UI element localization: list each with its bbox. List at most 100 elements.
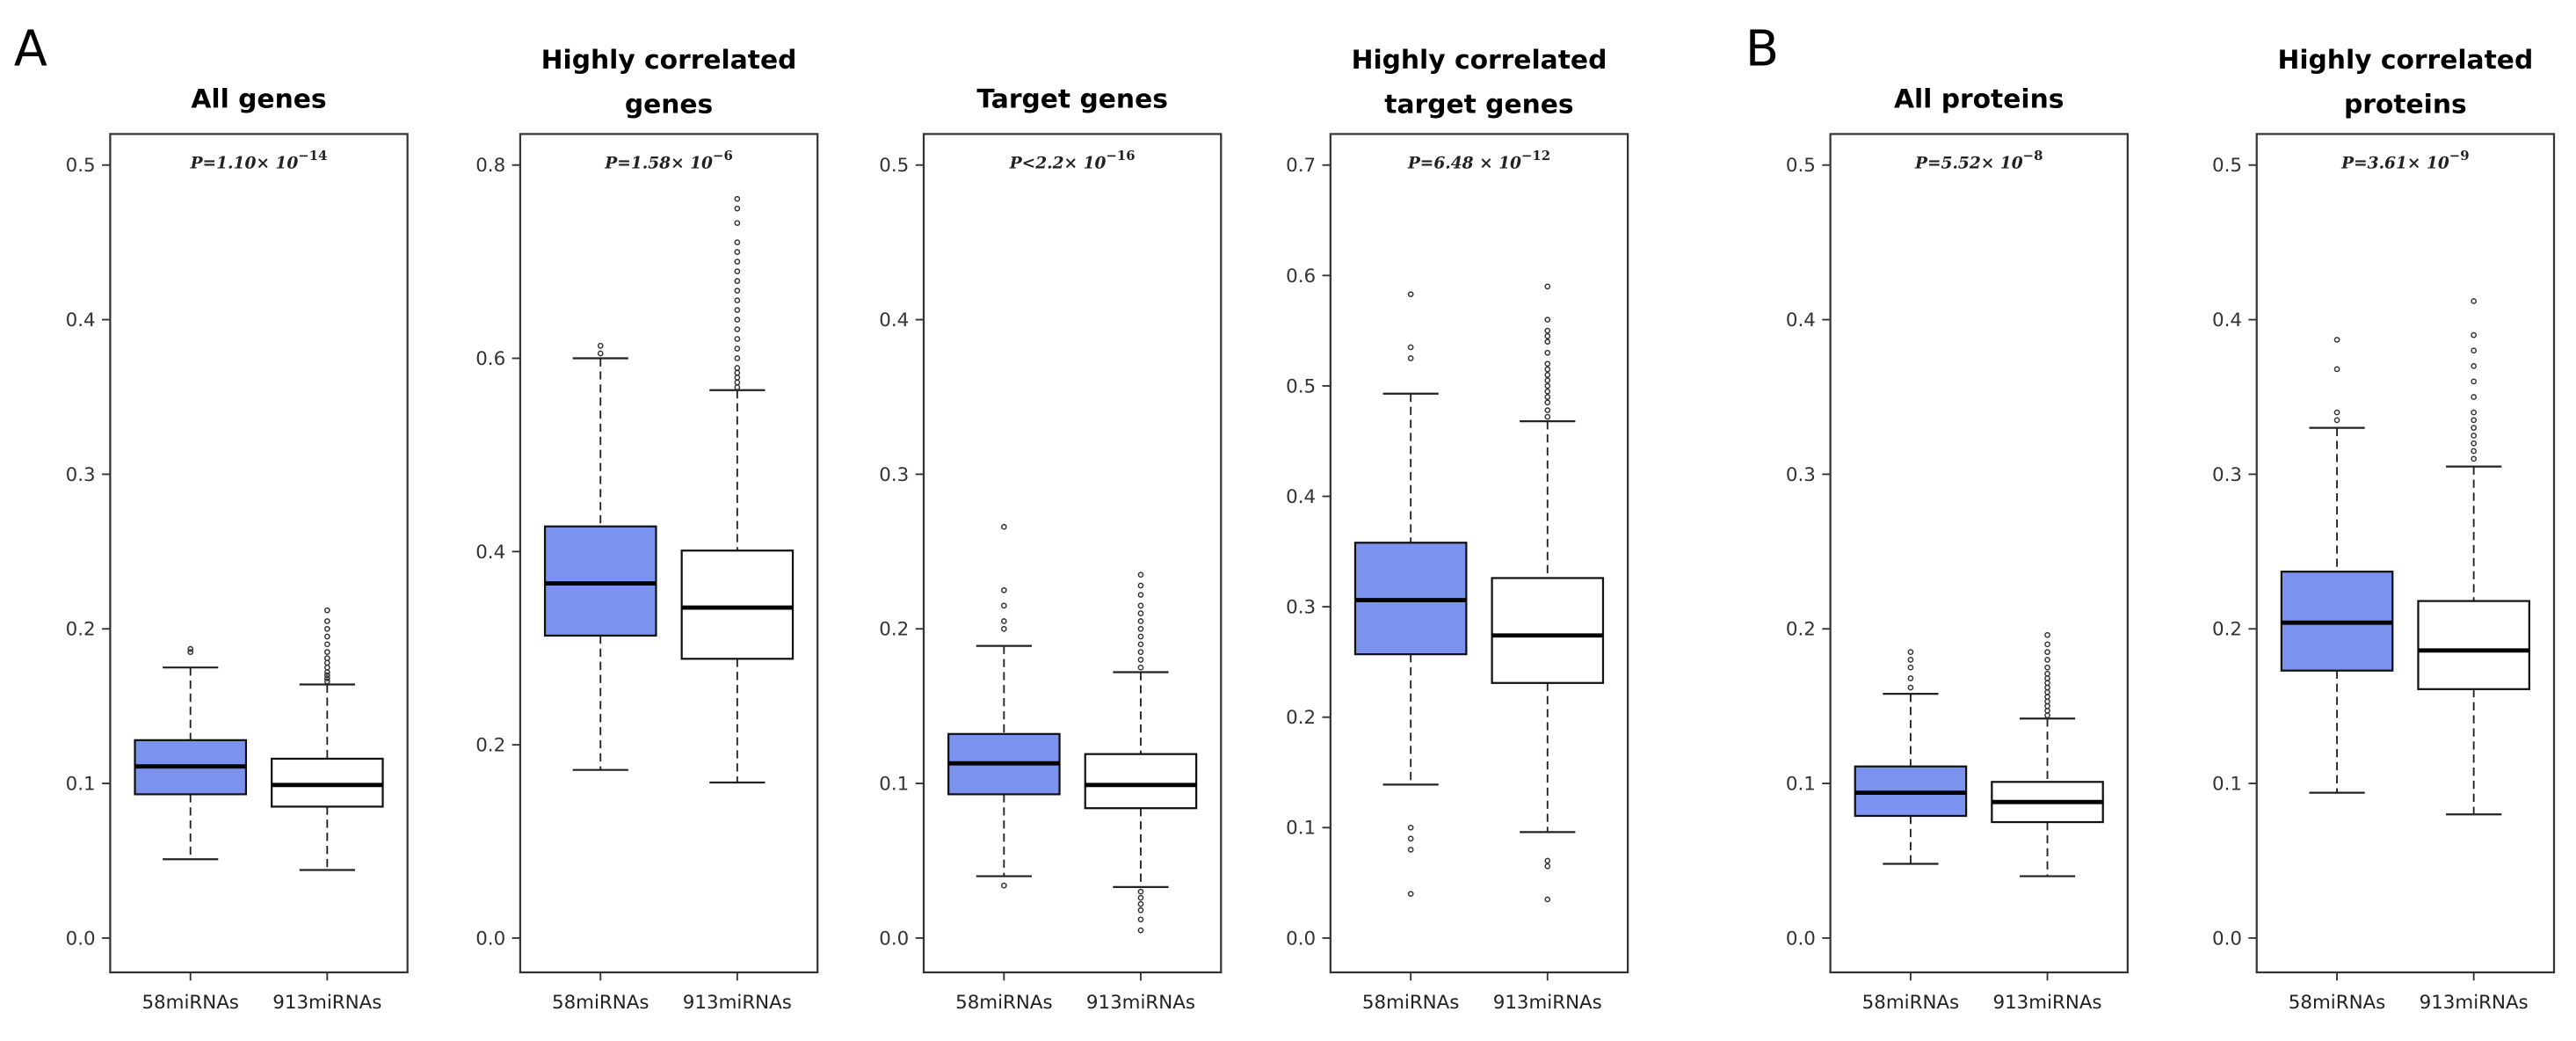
- y-tick-label: 0.5: [66, 155, 96, 177]
- x-tick-label: 58miRNAs: [1362, 992, 1459, 1014]
- outlier-point: [2471, 298, 2478, 304]
- plot-frame: [109, 133, 409, 974]
- panel-title-line1: Highly correlated: [1352, 45, 1607, 76]
- panel-letter-a: A: [14, 20, 47, 77]
- outlier-point: [1407, 355, 1414, 361]
- outlier-point: [597, 342, 604, 349]
- outlier-point: [1544, 372, 1551, 378]
- box-913miRNAs: [1084, 571, 1198, 934]
- p-value-label: P=1.58× 10−6: [604, 148, 732, 172]
- y-tick-label: 0.4: [66, 309, 96, 331]
- x-tick-label: 58miRNAs: [552, 992, 649, 1014]
- p-value-base: P<2.2× 10: [1009, 154, 1107, 172]
- y-tick-label: 0.0: [475, 928, 505, 950]
- outlier-point: [1137, 618, 1144, 624]
- outlier-point: [2044, 680, 2050, 687]
- panel-6: Highly correlated proteins P=3.61× 10−9 0.0…: [2212, 45, 2556, 1014]
- y-tick-label: 0.3: [66, 464, 96, 486]
- outlier-point: [734, 326, 741, 332]
- outlier-point: [1137, 649, 1144, 655]
- x-tick-label: 913miRNAs: [1993, 992, 2102, 1014]
- outlier-point: [2044, 670, 2050, 677]
- box-913miRNAs: [1491, 283, 1605, 903]
- box-913miRNAs: [680, 195, 795, 784]
- box-58miRNAs: [947, 523, 1061, 889]
- outlier-point: [1137, 625, 1144, 632]
- outlier-point: [2333, 417, 2340, 424]
- y-tick-label: 0.2: [475, 735, 505, 757]
- outlier-point: [1137, 888, 1144, 895]
- panel-title: Target genes: [976, 84, 1168, 115]
- panel-2: Highly correlated genes P=1.58× 10−6 0.0 0.2…: [475, 45, 819, 1014]
- outlier-point: [2471, 417, 2478, 424]
- outlier-point: [1907, 684, 1914, 691]
- outlier-point: [734, 375, 741, 381]
- outlier-point: [1907, 657, 1914, 663]
- outlier-point: [2044, 631, 2050, 638]
- outlier-point: [1000, 882, 1007, 889]
- outlier-point: [2044, 694, 2050, 700]
- iqr-box: [543, 525, 657, 637]
- outlier-point: [1000, 523, 1007, 530]
- box-58miRNAs: [134, 645, 248, 861]
- outlier-point: [1137, 900, 1144, 907]
- y-tick-label: 0.4: [2212, 309, 2242, 331]
- outlier-point: [1137, 641, 1144, 648]
- iqr-box: [1084, 753, 1198, 810]
- outlier-point: [1544, 333, 1551, 339]
- outlier-point: [734, 384, 741, 390]
- y-tick-label: 0.1: [879, 774, 909, 796]
- outlier-point: [734, 195, 741, 202]
- outlier-point: [734, 249, 741, 255]
- outlier-point: [2044, 684, 2050, 691]
- y-tick-label: 0.2: [1786, 619, 1816, 641]
- y-tick-label: 0.6: [1286, 266, 1316, 288]
- iqr-box: [2417, 600, 2530, 690]
- p-value-exponent: −12: [1521, 148, 1550, 164]
- box-58miRNAs: [2280, 337, 2394, 794]
- outlier-point: [2044, 712, 2050, 719]
- outlier-point: [1544, 377, 1551, 383]
- y-tick-label: 0.4: [879, 309, 909, 331]
- outlier-point: [323, 618, 330, 624]
- outlier-point: [2471, 425, 2478, 431]
- outlier-point: [734, 369, 741, 376]
- box-58miRNAs: [543, 342, 657, 771]
- panel-4: Highly correlated target genes P=6.48 × 10…: [1286, 45, 1629, 1014]
- outlier-point: [1544, 349, 1551, 356]
- panel-3: Target genes P<2.2× 10−16 0.0 0.1 0.2 0.3 0.4 0…: [879, 84, 1223, 1014]
- p-value-label: P=1.10× 10−14: [190, 148, 328, 172]
- p-value-base: P=6.48 × 10: [1407, 154, 1521, 172]
- outlier-point: [1544, 407, 1551, 413]
- box-913miRNAs: [1991, 631, 2104, 877]
- y-tick-label: 0.1: [66, 774, 96, 796]
- outlier-point: [1907, 664, 1914, 671]
- box-913miRNAs: [271, 607, 384, 871]
- outlier-point: [1907, 675, 1914, 681]
- outlier-point: [1000, 618, 1007, 624]
- outlier-point: [187, 649, 194, 655]
- p-value-exponent: −16: [1106, 148, 1135, 164]
- plot-frame: [2255, 133, 2556, 974]
- plot-frame: [1829, 133, 2129, 974]
- x-tick-label: 58miRNAs: [2289, 992, 2385, 1014]
- outlier-point: [2044, 675, 2050, 681]
- plot-frame: [1329, 133, 1629, 974]
- box-58miRNAs: [1353, 291, 1468, 898]
- outlier-point: [1544, 327, 1551, 334]
- outlier-point: [734, 307, 741, 313]
- outlier-point: [1544, 382, 1551, 389]
- outlier-point: [2044, 698, 2050, 705]
- outlier-point: [323, 641, 330, 648]
- outlier-point: [323, 649, 330, 655]
- outlier-point: [2471, 347, 2478, 354]
- outlier-point: [1407, 847, 1414, 853]
- outlier-point: [734, 355, 741, 361]
- outlier-point: [2044, 708, 2050, 714]
- box-913miRNAs: [2417, 298, 2530, 816]
- outlier-point: [734, 220, 741, 227]
- outlier-point: [597, 350, 604, 357]
- outlier-point: [734, 268, 741, 274]
- y-tick-label: 0.0: [879, 928, 909, 950]
- outlier-point: [734, 379, 741, 386]
